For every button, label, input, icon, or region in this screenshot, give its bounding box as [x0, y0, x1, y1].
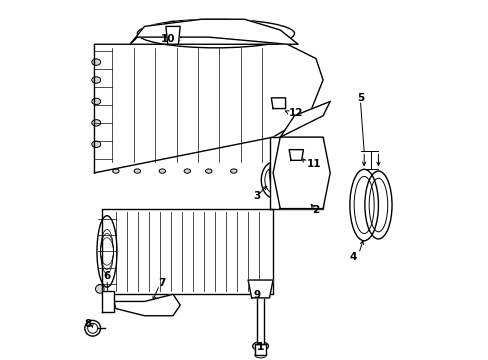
Ellipse shape	[112, 169, 119, 173]
Polygon shape	[94, 44, 323, 173]
Polygon shape	[102, 208, 272, 294]
Polygon shape	[247, 280, 272, 298]
Text: 7: 7	[158, 278, 166, 288]
Polygon shape	[130, 19, 298, 44]
Text: 3: 3	[253, 191, 260, 201]
Ellipse shape	[184, 169, 190, 173]
Polygon shape	[257, 294, 264, 344]
Polygon shape	[280, 102, 329, 137]
Ellipse shape	[205, 169, 212, 173]
Text: 1: 1	[256, 342, 264, 352]
Polygon shape	[102, 291, 114, 312]
Polygon shape	[269, 137, 323, 208]
Ellipse shape	[92, 77, 101, 83]
Ellipse shape	[92, 120, 101, 126]
Text: 2: 2	[312, 205, 319, 215]
Ellipse shape	[280, 143, 323, 203]
Ellipse shape	[95, 285, 104, 293]
Text: 4: 4	[349, 252, 356, 262]
Ellipse shape	[97, 216, 117, 287]
Polygon shape	[272, 137, 329, 208]
Polygon shape	[288, 150, 303, 160]
Text: 12: 12	[288, 108, 303, 118]
Ellipse shape	[84, 320, 101, 336]
Ellipse shape	[92, 141, 101, 148]
Polygon shape	[165, 26, 180, 44]
Polygon shape	[271, 98, 285, 109]
Ellipse shape	[134, 169, 140, 173]
Text: 10: 10	[160, 34, 175, 44]
Ellipse shape	[92, 59, 101, 65]
Text: 1: 1	[256, 342, 264, 352]
Text: 9: 9	[253, 290, 260, 300]
Text: 6: 6	[103, 271, 110, 281]
Ellipse shape	[230, 169, 237, 173]
Ellipse shape	[159, 169, 165, 173]
Text: 11: 11	[306, 159, 321, 169]
Polygon shape	[255, 344, 265, 355]
Text: 8: 8	[84, 319, 91, 329]
Text: 5: 5	[356, 93, 364, 103]
Ellipse shape	[92, 98, 101, 105]
Polygon shape	[112, 294, 180, 316]
